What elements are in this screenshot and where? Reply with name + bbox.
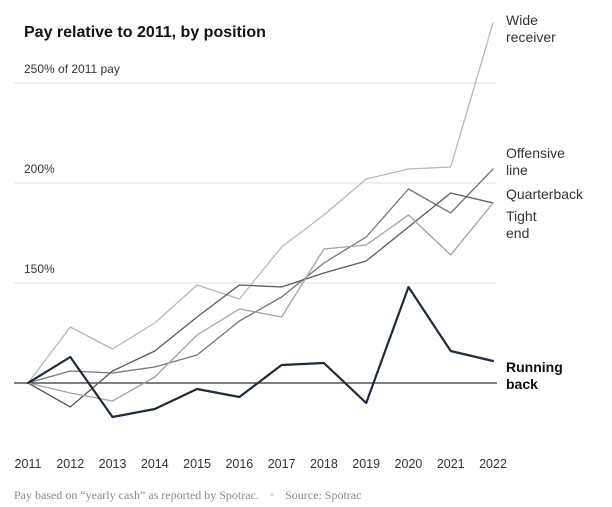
series-label-line: Wide [506,12,538,28]
series-lines [26,22,495,419]
x-tick-label: 2017 [268,457,296,471]
y-tick-label: 250% of 2011 pay [24,62,120,76]
series-line-tight-end [27,202,494,402]
series-labels: Wide receiver Offensive line Quarterback Tigh… [506,12,584,392]
series-label: Tight end [506,208,537,241]
x-tick-label: 2016 [225,457,253,471]
x-tick-label: 2022 [479,457,507,471]
x-tick-label: 2020 [395,457,423,471]
series-line-running-back [26,285,495,419]
footer-note: Pay based on “yearly cash” as reported b… [14,488,259,502]
series-label-line: Quarterback [506,186,584,202]
x-axis-labels: 2011 2012 2013 2014 2015 2016 2017 2018 2019 2020… [15,457,507,471]
y-tick-label: 150% [24,262,55,276]
footer-source: Source: Spotrac [285,488,361,502]
series-label-line: line [506,162,528,178]
gridlines [14,82,497,284]
x-tick-label: 2014 [141,457,169,471]
x-tick-label: 2012 [56,457,84,471]
series-line-quarterback [27,192,494,408]
series-label-line: back [506,376,538,392]
series-label-line: Running [506,359,563,375]
y-axis-labels: 150% 200% 250% of 2011 pay [24,62,120,276]
y-tick-label: 200% [24,162,55,176]
series-line-wide-receiver [27,22,494,384]
footer-separator: • [270,488,274,502]
series-label-line: Tight [506,208,537,224]
series-label-line: Offensive [506,145,565,161]
series-label: Running back [506,359,563,392]
x-tick-label: 2013 [99,457,127,471]
series-label: Wide receiver [506,12,556,45]
series-label-line: receiver [506,29,556,45]
x-tick-label: 2011 [15,457,42,471]
series-label: Quarterback [506,186,584,202]
x-tick-label: 2018 [310,457,338,471]
x-tick-label: 2021 [437,457,465,471]
series-label: Offensive line [506,145,565,178]
series-label-line: end [506,225,529,241]
chart-title: Pay relative to 2011, by position [24,24,266,41]
footer: Pay based on “yearly cash” as reported b… [14,488,361,502]
series-line-offensive-line [27,168,494,384]
x-tick-label: 2015 [183,457,211,471]
x-tick-label: 2019 [352,457,380,471]
